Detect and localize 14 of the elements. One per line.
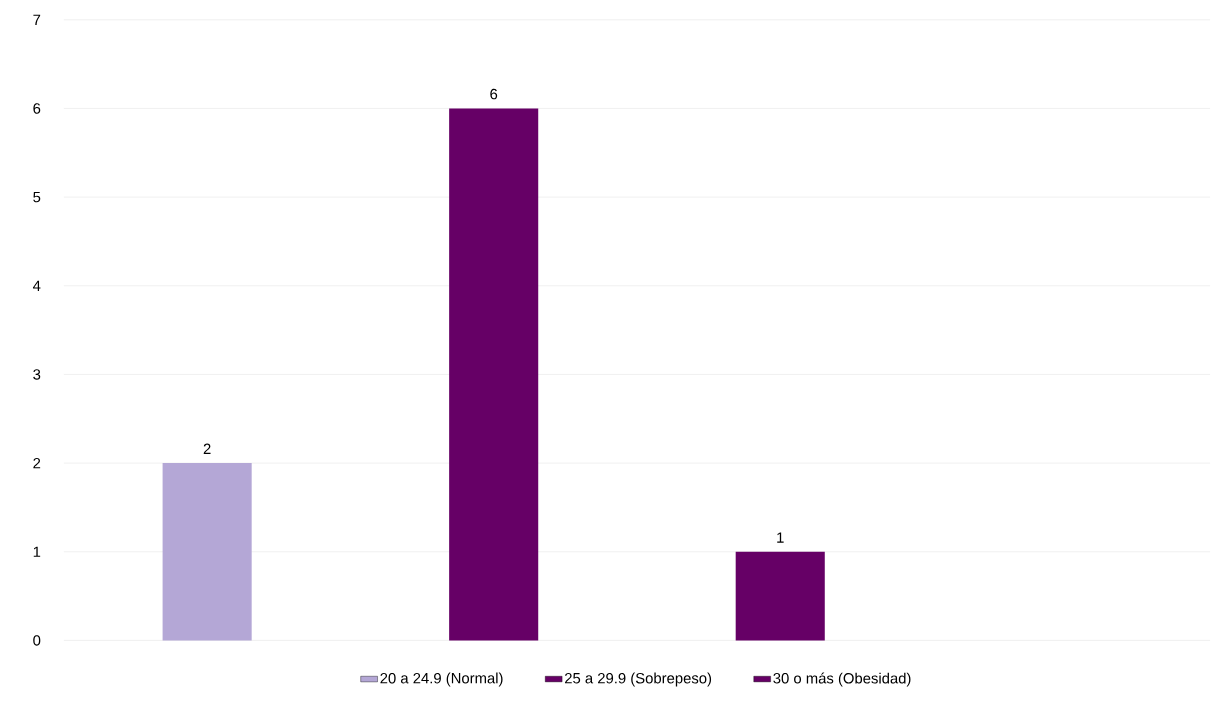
- y-tick-label: 3: [33, 369, 41, 380]
- legend-label: 25 a 29.9 (Sobrepeso): [565, 672, 712, 687]
- legend-label: 30 o más (Obesidad): [773, 672, 911, 687]
- y-tick-label: 0: [33, 635, 41, 646]
- y-tick-label: 2: [33, 458, 41, 469]
- y-tick-label: 5: [33, 192, 41, 203]
- y-tick-label: 7: [33, 14, 41, 25]
- y-tick-label: 6: [33, 103, 41, 114]
- data-label: 2: [203, 443, 211, 455]
- data-label: 1: [777, 532, 784, 543]
- data-label: 6: [490, 88, 498, 100]
- y-tick-label: 1: [33, 546, 41, 557]
- legend-label: 20 a 24.9 (Normal): [380, 672, 503, 687]
- y-tick-label: 4: [32, 280, 41, 291]
